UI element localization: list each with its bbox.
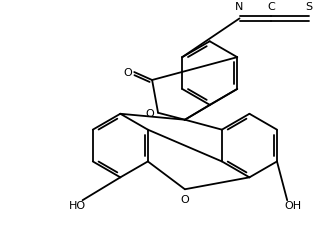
Text: C: C <box>267 2 275 12</box>
Text: S: S <box>305 2 312 12</box>
Text: N: N <box>235 2 244 12</box>
Text: HO: HO <box>69 200 86 210</box>
Text: O: O <box>123 68 132 78</box>
Text: O: O <box>146 108 155 118</box>
Text: OH: OH <box>284 200 301 210</box>
Text: O: O <box>180 194 189 204</box>
